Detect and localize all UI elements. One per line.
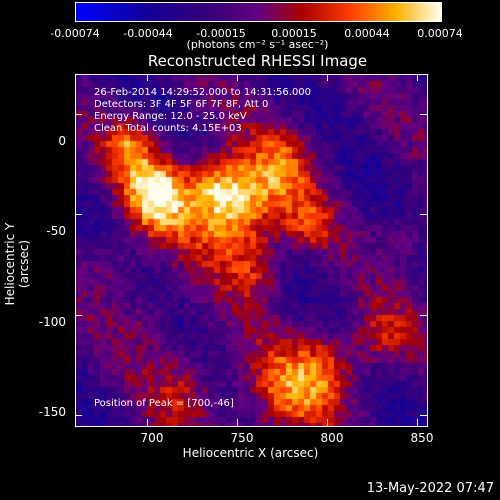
- colorbar-tick-label: -0.00074: [50, 27, 100, 40]
- x-tick-label: 700: [140, 431, 164, 445]
- x-tick-label: 750: [230, 431, 254, 445]
- y-tick-label: -50: [46, 224, 66, 238]
- axis-tick-mark: [420, 314, 427, 316]
- axis-tick-mark: [75, 114, 82, 116]
- info-clean: Clean Total counts: 4.15E+03: [94, 123, 242, 134]
- axis-tick-mark: [327, 419, 328, 426]
- y-tick-label: 0: [58, 134, 66, 148]
- plot-area: 26-Feb-2014 14:29:52.000 to 14:31:56.000…: [75, 74, 428, 427]
- colorbar: [75, 2, 442, 22]
- axis-tick-mark: [75, 214, 82, 216]
- timestamp: 13-May-2022 07:47: [366, 481, 494, 496]
- peak-position-label: Position of Peak = [700,-46]: [94, 398, 234, 409]
- y-tick-label: -150: [38, 405, 66, 419]
- axis-tick-mark: [75, 414, 82, 416]
- axis-tick-mark: [75, 314, 82, 316]
- colorbar-tick-label: 0.00044: [344, 27, 390, 40]
- info-energy-range: Energy Range: 12.0 - 25.0 keV: [94, 111, 247, 122]
- colorbar-tick-label: 0.00015: [271, 27, 317, 40]
- colorbar-unit-label: (photons cm⁻² s⁻¹ asec⁻²): [186, 38, 329, 51]
- axis-tick-mark: [237, 74, 238, 81]
- chart-title: Reconstructed RHESSI Image: [147, 52, 368, 70]
- axis-tick-mark: [420, 114, 427, 116]
- axis-tick-mark: [147, 74, 148, 81]
- axis-tick-mark: [417, 419, 418, 426]
- colorbar-tick-label: -0.00044: [123, 27, 173, 40]
- axis-tick-mark: [417, 74, 418, 81]
- x-axis-label: Heliocentric X (arcsec): [182, 446, 319, 460]
- x-tick-label: 800: [320, 431, 344, 445]
- info-detectors: Detectors: 3F 4F 5F 6F 7F 8F, Att 0: [94, 99, 269, 110]
- axis-tick-mark: [420, 214, 427, 216]
- axis-tick-mark: [147, 419, 148, 426]
- x-tick-label: 850: [410, 431, 434, 445]
- colorbar-tick-label: -0.00015: [196, 27, 246, 40]
- axis-tick-mark: [420, 414, 427, 416]
- info-time-range: 26-Feb-2014 14:29:52.000 to 14:31:56.000: [94, 87, 312, 98]
- axis-tick-mark: [237, 419, 238, 426]
- y-tick-label: -100: [38, 315, 66, 329]
- heatmap-image: [76, 75, 427, 426]
- colorbar-tick-label: 0.00074: [417, 27, 463, 40]
- y-axis-label: Heliocentric Y (arcsec): [3, 222, 31, 306]
- axis-tick-mark: [327, 74, 328, 81]
